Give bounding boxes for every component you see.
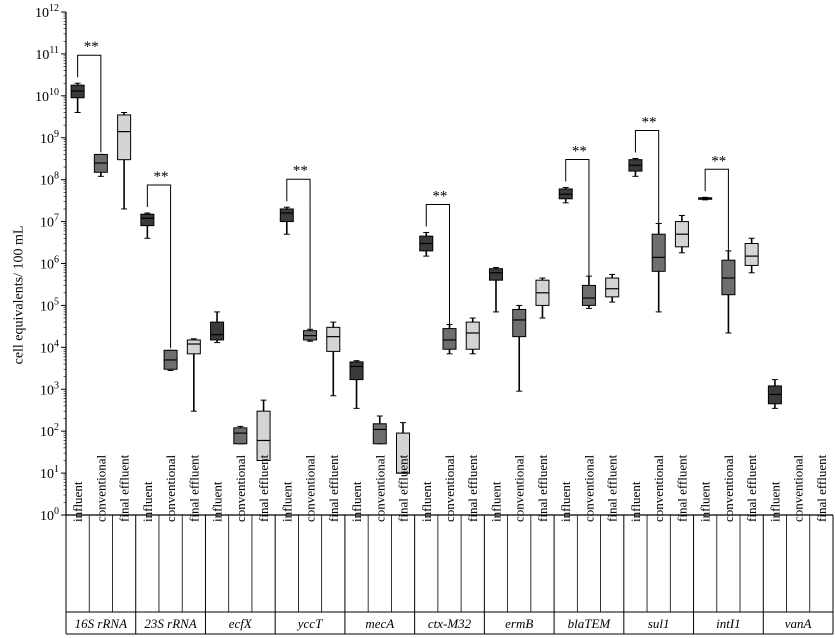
box-series — [70, 82, 782, 474]
box-ermB-influent — [488, 268, 503, 281]
significance-bracket — [704, 168, 729, 259]
y-tick-label: 1011 — [35, 45, 59, 63]
y-tick-label: 106 — [40, 255, 59, 273]
box-yccT-final effluent — [326, 326, 341, 352]
gene-label: vanA — [785, 616, 812, 631]
y-tick-label: 109 — [40, 129, 59, 147]
significance-label: ** — [84, 39, 99, 55]
y-tick-label: 102 — [40, 422, 59, 440]
sample-label: conventional — [442, 454, 457, 522]
y-tick-label: 107 — [40, 213, 59, 231]
box-blaTEM-conventional — [581, 284, 596, 306]
significance-bracket — [286, 178, 311, 329]
sample-label: influent — [279, 481, 294, 522]
box-intI1-final effluent — [744, 243, 759, 266]
sample-label: final effluent — [535, 454, 550, 522]
sample-label: influent — [628, 481, 643, 522]
sample-label: final effluent — [396, 454, 411, 522]
gene-label: sul1 — [648, 616, 670, 631]
significance-label: ** — [432, 188, 447, 204]
box-23S rRNA-final effluent — [186, 339, 201, 355]
sample-label: influent — [349, 481, 364, 522]
y-tick-label: 103 — [40, 380, 59, 398]
box-23S rRNA-influent — [140, 213, 155, 227]
sample-label: conventional — [163, 454, 178, 522]
gene-label: ctx-M32 — [428, 616, 472, 631]
box-ecfX-influent — [210, 321, 225, 341]
plot-frame: 100 101 102 103 104 105 106 107 108 109 1010 1011 10… — [35, 3, 833, 524]
box-sul1-conventional — [651, 233, 666, 272]
box-mecA-influent — [349, 361, 364, 381]
sample-label: influent — [419, 481, 434, 522]
sample-label: influent — [558, 481, 573, 522]
sample-label: influent — [488, 481, 503, 522]
sample-label: influent — [767, 481, 782, 522]
box-ecfX-final effluent — [256, 410, 271, 461]
sample-label: influent — [140, 481, 155, 522]
sample-label: final effluent — [117, 454, 132, 522]
significance-bracket — [77, 54, 102, 153]
significance-label: ** — [572, 144, 587, 160]
sample-label: conventional — [303, 454, 318, 522]
y-tick-label: 100 — [40, 506, 59, 524]
sample-label: conventional — [791, 454, 806, 522]
sample-label: final effluent — [674, 454, 689, 522]
y-tick-label: 108 — [40, 171, 59, 189]
y-tick-label: 104 — [40, 338, 59, 356]
box-yccT-influent — [279, 208, 294, 223]
significance-bracket — [146, 184, 172, 349]
box-mecA-conventional — [372, 423, 387, 445]
significance-label: ** — [153, 169, 168, 185]
sample-label: conventional — [651, 454, 666, 522]
sample-label: conventional — [721, 454, 736, 522]
sample-label: final effluent — [326, 454, 341, 522]
gene-label: 23S rRNA — [144, 616, 196, 631]
sample-label: final effluent — [744, 454, 759, 522]
sample-label: conventional — [233, 454, 248, 522]
gene-label: 16S rRNA — [75, 616, 127, 631]
y-tick-label: 101 — [40, 464, 59, 482]
significance-label: ** — [642, 114, 657, 130]
box-ctx-M32-final effluent — [465, 321, 480, 350]
sample-label: influent — [210, 481, 225, 522]
sample-label: conventional — [512, 454, 527, 522]
gene-label: ecfX — [229, 616, 253, 631]
y-tick-label: 105 — [40, 296, 59, 314]
box-ecfX-conventional — [233, 427, 248, 445]
significance-bracket — [425, 203, 450, 327]
box-ctx-M32-conventional — [442, 328, 457, 350]
sample-label: influent — [70, 481, 85, 522]
gene-label: yccT — [296, 616, 323, 631]
sample-label: conventional — [581, 454, 596, 522]
box-16S rRNA-final effluent — [117, 114, 132, 161]
y-tick-label: 1010 — [35, 87, 59, 105]
gene-label: blaTEM — [568, 616, 612, 631]
sample-label: final effluent — [256, 454, 271, 522]
box-ermB-conventional — [512, 308, 527, 338]
gene-label: mecA — [365, 616, 394, 631]
y-tick-label: 1012 — [35, 3, 59, 21]
sample-label: final effluent — [814, 454, 829, 522]
sample-label: influent — [698, 481, 713, 522]
sample-label: final effluent — [465, 454, 480, 522]
box-blaTEM-final effluent — [605, 277, 620, 298]
sample-label: conventional — [93, 454, 108, 522]
gene-label: ermB — [505, 616, 533, 631]
sample-label: final effluent — [605, 454, 620, 522]
significance-bracket — [565, 159, 590, 284]
significance-bracket — [634, 129, 660, 233]
significance-label: ** — [293, 163, 308, 179]
significance-brackets: ** ** ** ** ** ** ** — [77, 39, 729, 349]
x-axis-table: influent conventional final effluent 16S rR… — [65, 454, 834, 635]
sample-label: final effluent — [186, 454, 201, 522]
gene-label: intI1 — [716, 616, 741, 631]
sample-label: conventional — [372, 454, 387, 522]
significance-label: ** — [711, 153, 726, 169]
